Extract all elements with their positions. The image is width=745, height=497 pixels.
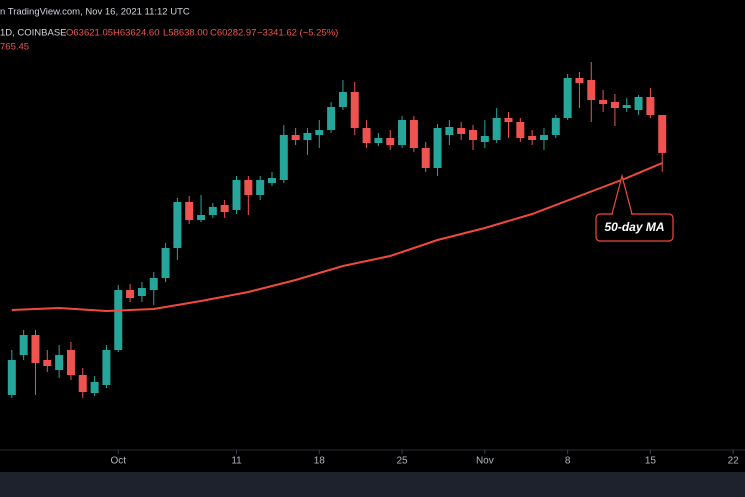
ohlc-high: H63624.60 — [113, 28, 159, 39]
candle-body — [208, 207, 217, 215]
candle-body — [622, 105, 631, 108]
candle-body — [43, 360, 52, 366]
candle-body — [137, 288, 146, 296]
candle-body — [19, 335, 28, 355]
candle-body — [539, 135, 548, 140]
candle-body — [634, 97, 643, 110]
candle-body — [267, 178, 276, 183]
candle-body — [197, 215, 206, 220]
candle-body — [658, 114, 667, 153]
ma-line — [11, 162, 663, 313]
candle-body — [303, 133, 312, 140]
candle-body — [90, 382, 99, 393]
candle-body — [102, 350, 111, 385]
candle-body — [398, 120, 407, 145]
ohlc-close: C60282.97 — [210, 28, 256, 39]
plot: Oct 11 18 25 Nov 8 15 22 — [7, 62, 740, 467]
x-tick-label: 18 — [314, 456, 326, 467]
x-tick-label: 11 — [231, 456, 242, 467]
candle-body — [362, 128, 371, 143]
candle-body — [445, 127, 454, 135]
candle-body — [386, 138, 395, 145]
candle-body — [279, 135, 288, 180]
interval: 1D, COINBASE — [0, 28, 67, 39]
ohlc-low: L58638.00 — [163, 28, 208, 39]
candle-body — [421, 148, 430, 168]
candle-body — [528, 136, 537, 140]
x-tick-label: Nov — [476, 456, 494, 467]
candle-body — [409, 120, 418, 148]
candle-body — [551, 118, 560, 135]
annotation-pointer — [611, 173, 633, 215]
candle-body — [457, 128, 466, 134]
candle-body — [315, 130, 324, 135]
candle-body — [575, 78, 584, 83]
candle-body — [480, 136, 489, 142]
candle-body — [244, 180, 253, 195]
candle-body — [173, 202, 182, 248]
candle-body — [55, 355, 64, 370]
x-tick-label: 22 — [728, 456, 740, 467]
annotation-box — [595, 213, 674, 242]
candle-body — [232, 180, 241, 210]
annotation: 50-day MA — [595, 173, 674, 242]
candle-body — [31, 335, 40, 363]
ohlc-change: −3341.62 (−5.25%) — [257, 28, 338, 39]
candle-body — [78, 375, 87, 392]
candle-body — [256, 180, 265, 195]
candle-body — [185, 202, 194, 220]
candle-body — [374, 138, 383, 143]
ma-value: 765.45 — [0, 42, 29, 53]
candle-body — [126, 290, 135, 298]
ohlc-open: O63621.05 — [66, 28, 113, 39]
candle-body — [7, 360, 16, 395]
candle-body — [433, 128, 442, 168]
candle-body — [599, 100, 608, 104]
candle-body — [563, 78, 572, 118]
candle-body — [161, 248, 170, 278]
candle-body — [149, 278, 158, 290]
candle-body — [469, 130, 478, 140]
candle-body — [504, 118, 513, 122]
x-tick-label: Oct — [110, 456, 126, 467]
candle-body — [646, 97, 655, 115]
candle-body — [327, 107, 336, 130]
source-text: n TradingView.com, Nov 16, 2021 11:12 UT… — [0, 7, 190, 18]
bottom-strip — [0, 472, 745, 497]
annotation-text: 50-day MA — [604, 220, 664, 234]
x-tick-label: 8 — [565, 456, 571, 467]
candle-body — [492, 118, 501, 140]
candle-body — [610, 102, 619, 108]
candle-body — [220, 205, 229, 212]
candle-body — [66, 350, 75, 375]
candle-body — [114, 290, 123, 350]
x-tick-label: 25 — [397, 456, 409, 467]
candle-body — [587, 80, 596, 100]
x-tick-label: 15 — [645, 456, 657, 467]
candle-body — [291, 135, 300, 140]
candle-body — [516, 122, 525, 138]
candle-body — [350, 92, 359, 128]
candle-body — [338, 92, 347, 107]
